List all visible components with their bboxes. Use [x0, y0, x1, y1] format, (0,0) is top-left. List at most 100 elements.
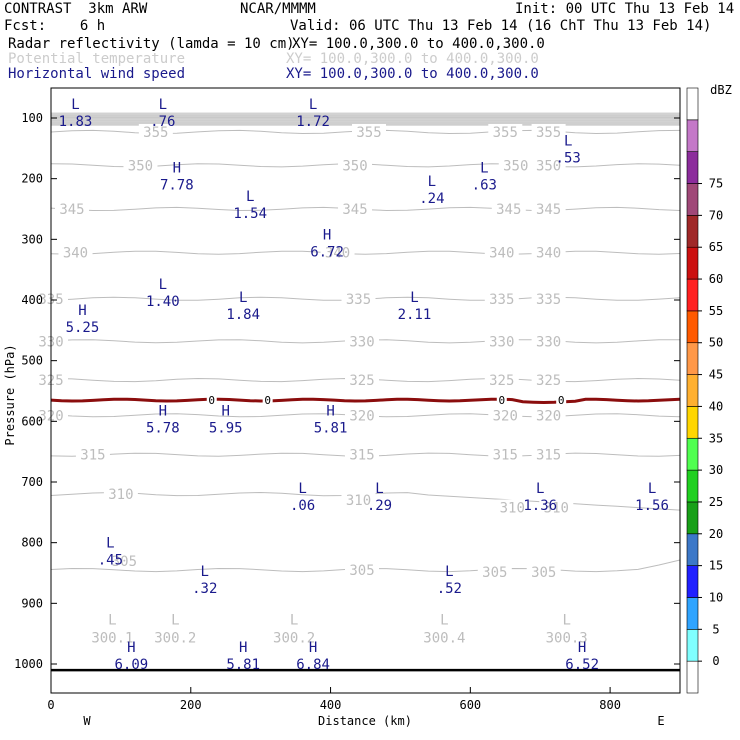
freezing-label-bg: [496, 394, 507, 407]
theta-label-bg: [320, 244, 355, 260]
wind-extremum-value: 1.83: [59, 114, 93, 130]
colorbar-level-label: 25: [709, 495, 723, 509]
wind-extremum-mark: H: [222, 403, 230, 419]
theta-label: 355: [356, 125, 381, 141]
theta-label: 310: [346, 493, 371, 509]
surface-theta-value: 300.4: [423, 631, 465, 647]
field-name-wind: Horizontal wind speed: [8, 66, 186, 82]
x-tick-label: 800: [599, 698, 621, 712]
theta-label-bg: [484, 372, 519, 388]
wind-extremum-mark: L: [648, 481, 656, 497]
colorbar-level-label: 65: [709, 240, 723, 254]
theta-label: 310: [500, 500, 525, 516]
theta-label: 320: [349, 408, 374, 424]
theta-label: 310: [108, 487, 133, 503]
freezing-label-bg: [262, 394, 273, 407]
wind-extremum-mark: H: [578, 640, 586, 656]
colorbar-level-label: 0: [712, 654, 719, 668]
wind-extremum-value: 1.72: [296, 114, 330, 130]
upper-theta-lines: [51, 112, 680, 126]
theta-label-bg: [531, 244, 566, 260]
surface-theta-mark: L: [171, 613, 179, 629]
theta-label-bg: [345, 407, 380, 423]
wind-extremum-value: .45: [98, 553, 123, 569]
theta-label: 320: [493, 408, 518, 424]
surface-theta-mark: L: [562, 613, 570, 629]
wind-extremum-mark: L: [536, 481, 544, 497]
freezing-label-bg: [206, 394, 217, 407]
wind-extremum-mark: L: [428, 174, 436, 190]
wind-extremum-mark: L: [309, 97, 317, 113]
theta-label: 310: [544, 500, 569, 516]
theta-label: 325: [489, 373, 514, 389]
theta-label: 355: [536, 125, 561, 141]
colorbar-level-label: 50: [709, 336, 723, 350]
y-tick-label: 700: [21, 475, 43, 489]
theta-label: 345: [536, 202, 561, 218]
colorbar-level-label: 45: [709, 368, 723, 382]
freezing-level-label: 0: [264, 394, 271, 407]
theta-label: 315: [349, 448, 374, 464]
theta-label-bg: [531, 201, 566, 216]
theta-label-bg: [351, 123, 386, 139]
init-time: Init: 00 UTC Thu 13 Feb 14: [515, 1, 735, 17]
theta-label-bg: [488, 123, 523, 139]
theta-label: 335: [536, 292, 561, 308]
theta-label-bg: [484, 333, 519, 349]
y-axis-label: Pressure (hPa): [3, 344, 17, 445]
x-tick-label: 200: [180, 698, 202, 712]
theta-label: 355: [493, 125, 518, 141]
theta-label: 305: [482, 565, 507, 581]
theta-label: 340: [536, 246, 561, 262]
theta-label-bg: [484, 244, 519, 260]
colorbar-level-label: 35: [709, 431, 723, 445]
freezing-level-line: [50, 397, 681, 405]
plot-frame: [50, 87, 681, 694]
theta-label: 350: [536, 158, 561, 174]
colorbar-level-label: 5: [712, 622, 719, 636]
colorbar-swatch: [686, 183, 699, 216]
surface-theta-mark: L: [108, 613, 116, 629]
theta-label-bg: [338, 157, 373, 173]
x-tick-label: 600: [459, 698, 481, 712]
theta-label-bg: [531, 333, 566, 349]
colorbar-level-label: 55: [709, 304, 723, 318]
theta-label-bg: [345, 333, 380, 349]
wind-extremum-mark: H: [309, 640, 317, 656]
wind-extremum-mark: L: [246, 189, 254, 205]
theta-label-bg: [484, 290, 519, 306]
theta-contours: 355 355 355 355 350 350 350 350 345 345 345 345 340 3…: [34, 123, 681, 647]
theta-label-bg: [531, 407, 566, 423]
theta-contour-340: [50, 250, 681, 255]
theta-label: 355: [143, 125, 168, 141]
surface-theta-value: 300.2: [154, 631, 196, 647]
wind-extremum-value: 5.25: [66, 320, 100, 336]
valid-time: Valid: 06 UTC Thu 13 Feb 14 (16 ChT Thu …: [290, 18, 712, 34]
surface-theta-value: 300.2: [273, 631, 315, 647]
plot-border: [50, 87, 681, 694]
theta-label-bg: [54, 201, 89, 216]
wind-extremum-value: 6.52: [565, 657, 599, 673]
colorbar-swatch: [686, 87, 699, 121]
theta-label: 320: [536, 408, 561, 424]
wind-extremum-value: 5.95: [209, 420, 243, 436]
field-name-theta: Potential temperature: [8, 51, 186, 67]
x-end-label-east: E: [657, 714, 664, 728]
theta-label-bg: [488, 407, 523, 423]
wind-extremum-value: 1.40: [146, 294, 180, 310]
wind-extremum-value: 2.11: [398, 307, 432, 323]
wind-extremum-value: 5.81: [226, 657, 260, 673]
surface-theta-mark: L: [440, 613, 448, 629]
colorbar-swatch: [686, 597, 699, 630]
theta-label-bg: [531, 290, 566, 306]
colorbar-swatch: [686, 533, 699, 566]
theta-label: 340: [63, 246, 88, 262]
wind-extremum-mark: L: [239, 290, 247, 306]
colorbar-swatch: [686, 660, 699, 694]
theta-label: 345: [342, 202, 367, 218]
y-tick-label: 100: [21, 111, 43, 125]
wind-extremum-value: .24: [419, 191, 444, 207]
x-tick-label: 0: [47, 698, 54, 712]
colorbar-level-label: 10: [709, 590, 723, 604]
